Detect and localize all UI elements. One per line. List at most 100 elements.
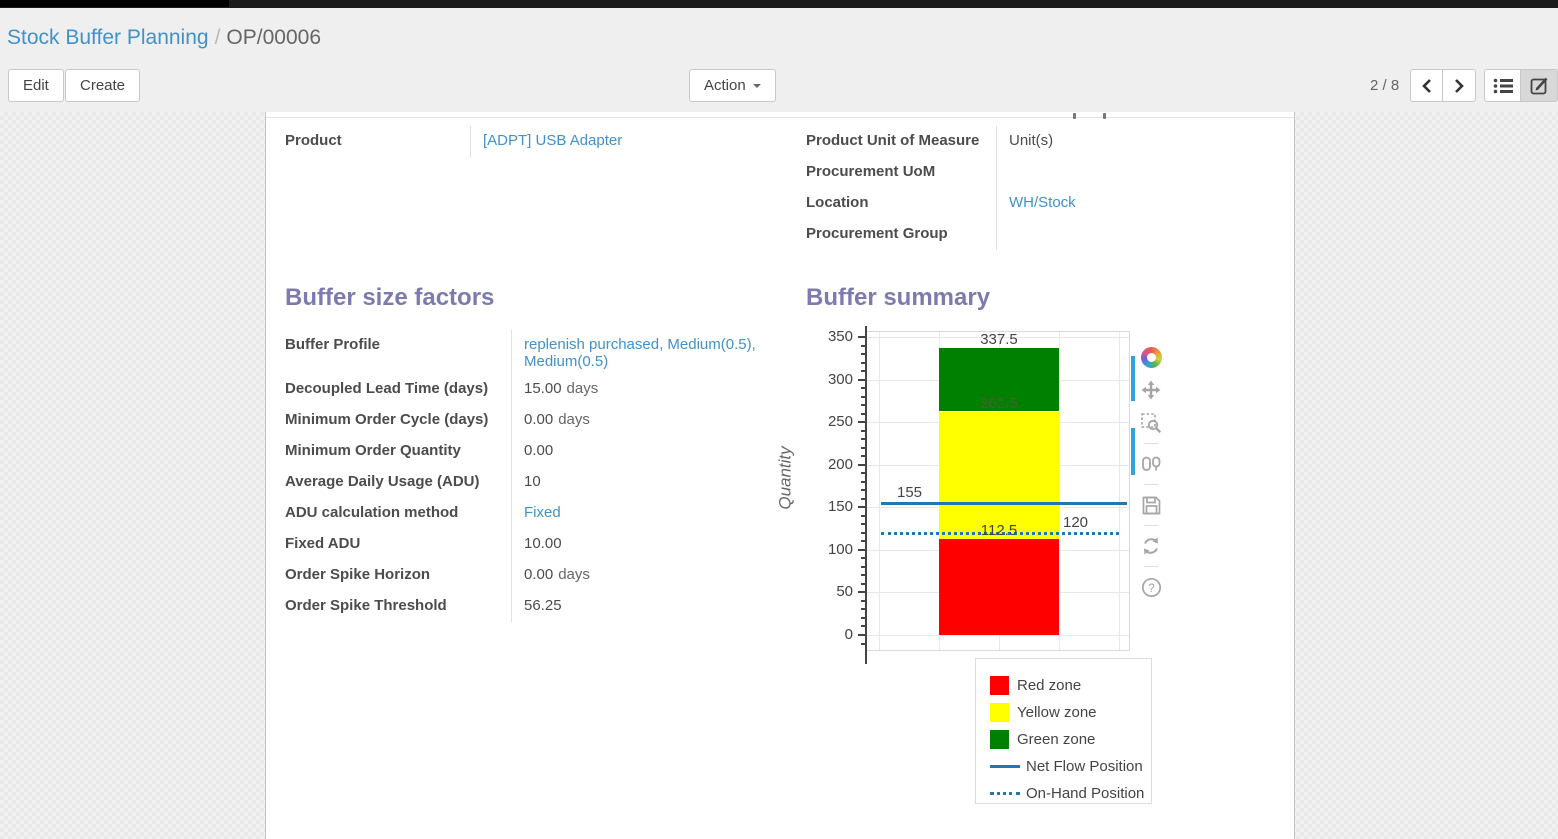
legend-label: Red zone [1017, 677, 1082, 694]
y-axis-tick [861, 642, 865, 645]
help-icon[interactable]: ? [1138, 574, 1164, 600]
control-bar: Edit Create Action 2 / 8 [0, 60, 1558, 112]
modebar-indicator [1131, 356, 1135, 401]
box-zoom-icon[interactable] [1138, 410, 1164, 436]
red-zone-bar[interactable] [939, 539, 1059, 635]
y-axis-tick [861, 489, 865, 492]
field-unit-suffix: days [558, 411, 590, 428]
legend-item[interactable]: On-Hand Position [990, 780, 1151, 807]
reset-axes-icon[interactable] [1138, 533, 1164, 559]
green-zone-bar[interactable] [939, 347, 1059, 412]
bar-value-label: 262.5 [980, 394, 1018, 412]
clipped-row-above-fold [266, 112, 1294, 119]
y-axis-tick [861, 616, 865, 619]
field-value-link[interactable]: [ADPT] USB Adapter [483, 132, 623, 149]
breadcrumb-parent-link[interactable]: Stock Buffer Planning [7, 26, 209, 49]
field-label: Buffer Profile [285, 330, 512, 374]
legend-item[interactable]: Yellow zone [990, 699, 1151, 726]
field-row: Minimum Order Cycle (days) 0.00 days [285, 405, 773, 436]
field-value: 10.00 [524, 535, 562, 552]
y-tick-label: 50 [836, 583, 853, 601]
buffer-factors-section: Buffer size factors Buffer Profile replen… [285, 284, 773, 622]
legend-swatch-dotted-line [990, 792, 1020, 795]
field-row: Decoupled Lead Time (days) 15.00 days [285, 374, 773, 405]
field-label: Average Daily Usage (ADU) [285, 467, 512, 498]
bar-value-label: 112.5 [980, 522, 1018, 540]
yellow-zone-bar[interactable] [939, 411, 1059, 540]
field-label: Order Spike Threshold [285, 591, 512, 622]
y-axis-tick [861, 540, 865, 543]
field-row: ADU calculation method Fixed [285, 498, 773, 529]
chart-legend: Red zone Yellow zone Green zone Net Flow Po… [975, 658, 1152, 804]
modebar-separator [1144, 525, 1158, 526]
save-icon[interactable] [1138, 492, 1164, 518]
field-value-link[interactable]: replenish purchased, Medium(0.5), Medium… [524, 336, 756, 370]
legend-item[interactable]: Red zone [990, 672, 1151, 699]
field-label: Minimum Order Cycle (days) [285, 405, 512, 436]
field-row: Location WH/Stock [806, 188, 1276, 219]
legend-item[interactable]: Green zone [990, 726, 1151, 753]
form-view-icon [1530, 77, 1547, 95]
field-row: Product Unit of Measure Unit(s) [806, 126, 1276, 157]
y-tick-label: 300 [827, 370, 853, 388]
legend-label: On-Hand Position [1026, 785, 1145, 802]
pager-next-button[interactable] [1443, 69, 1476, 102]
legend-label: Yellow zone [1017, 704, 1097, 721]
pan-icon[interactable] [1138, 377, 1164, 403]
field-unit-suffix: days [558, 566, 590, 583]
pager-count: 2 / 8 [1370, 77, 1400, 94]
chart-modebar: ? [1137, 344, 1165, 607]
y-axis-tick [861, 608, 865, 611]
y-axis-tick [858, 548, 865, 551]
clipped-text-remnant [1103, 113, 1106, 119]
field-row: Order Spike Threshold 56.25 [285, 591, 773, 622]
legend-swatch-box [990, 730, 1009, 749]
modebar-indicator [1131, 428, 1135, 475]
field-label: ADU calculation method [285, 498, 512, 529]
field-value: 0.00 days [524, 411, 590, 428]
buffer-summary-heading: Buffer summary [806, 284, 991, 311]
net-flow-position-line[interactable] [881, 502, 1127, 506]
legend-label: Net Flow Position [1026, 758, 1143, 775]
field-value [997, 157, 1276, 188]
field-row: Procurement Group [806, 219, 1276, 250]
clipped-text-remnant [1073, 113, 1076, 119]
chart-plot-area[interactable]: 155 120 337.5 262.5 112.5 0 50 100 150 200 250 300 3… [828, 326, 1130, 664]
y-axis-tick [861, 404, 865, 407]
y-tick-label: 0 [844, 626, 853, 643]
y-axis-tick [861, 480, 865, 483]
create-button[interactable]: Create [65, 69, 141, 102]
field-value-link[interactable]: WH/Stock [1009, 194, 1076, 211]
list-view-button[interactable] [1484, 69, 1521, 102]
y-axis-tick [861, 344, 865, 347]
y-tick-label: 200 [827, 455, 853, 473]
field-label: Product Unit of Measure [806, 126, 997, 157]
field-value-link[interactable]: Fixed [524, 504, 561, 521]
field-unit-suffix: days [566, 380, 599, 397]
field-row: Product [ADPT] USB Adapter [285, 126, 753, 157]
y-axis-tick [861, 557, 865, 560]
field-label: Procurement UoM [806, 157, 997, 188]
on-hand-position-line[interactable] [881, 531, 1119, 535]
modebar-separator [1144, 443, 1158, 444]
legend-swatch-line [990, 765, 1020, 768]
y-axis-tick [861, 438, 865, 441]
plotly-logo-icon[interactable] [1138, 344, 1164, 370]
action-dropdown-button[interactable]: Action [689, 69, 776, 102]
net-flow-position-label: 155 [897, 484, 923, 502]
compare-hover-icon[interactable] [1138, 451, 1164, 477]
chevron-right-icon [1455, 78, 1464, 93]
chevron-left-icon [1421, 78, 1431, 93]
edit-button[interactable]: Edit [8, 69, 64, 102]
y-tick-label: 150 [827, 498, 853, 516]
pager-previous-button[interactable] [1410, 69, 1443, 102]
field-value: 0.00 [524, 442, 554, 459]
legend-swatch-box [990, 676, 1009, 695]
legend-item[interactable]: Net Flow Position [990, 753, 1151, 780]
form-view-button[interactable] [1521, 69, 1558, 102]
field-value: Unit(s) [1009, 132, 1054, 149]
y-tick-label: 100 [827, 540, 853, 558]
field-label: Decoupled Lead Time (days) [285, 374, 512, 405]
field-label: Product [285, 126, 471, 157]
y-axis-tick [858, 591, 865, 594]
